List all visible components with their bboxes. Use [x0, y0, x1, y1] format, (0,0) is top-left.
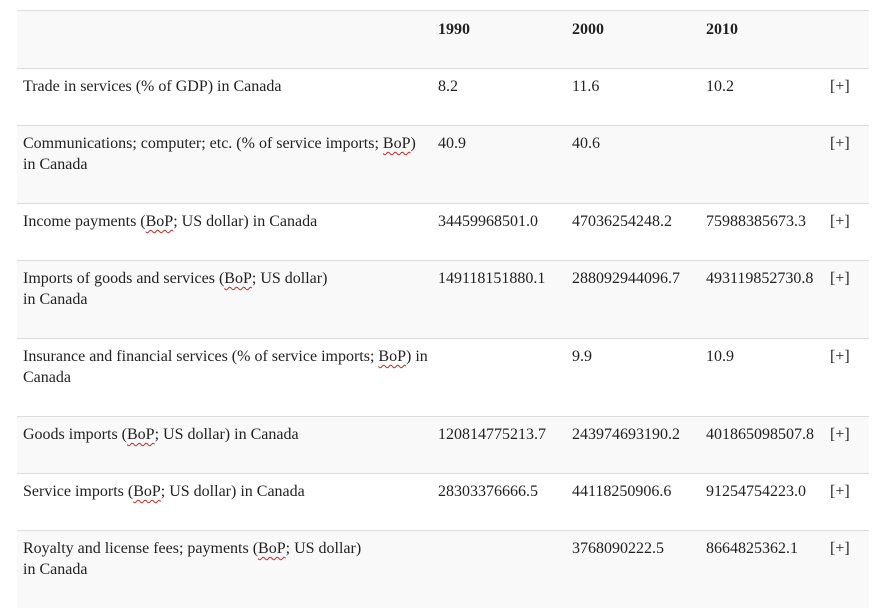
label-text: ; US dollar) in Canada	[155, 426, 299, 443]
value-2000: 243974693190.2	[566, 417, 700, 474]
expand-cell: [+]	[830, 339, 869, 417]
table-row: Income payments (BoP; US dollar) in Cana…	[17, 204, 869, 261]
value-2000: 9.9	[566, 339, 700, 417]
label-abbr: BoP	[258, 540, 286, 557]
row-label: Communications; computer; etc. (% of ser…	[17, 126, 432, 204]
indicator-table: 1990 2000 2010 Trade in services (% of G…	[17, 10, 869, 608]
table-row: Communications; computer; etc. (% of ser…	[17, 126, 869, 204]
table-row: Service imports (BoP; US dollar) in Cana…	[17, 474, 869, 531]
value-1990: 34459968501.0	[432, 204, 566, 261]
label-text: Goods imports (	[23, 426, 127, 443]
value-2000: 47036254248.2	[566, 204, 700, 261]
value-2010: 493119852730.8	[700, 261, 830, 339]
data-table-container: 1990 2000 2010 Trade in services (% of G…	[17, 10, 869, 608]
value-2010: 75988385673.3	[700, 204, 830, 261]
expand-cell: [+]	[830, 261, 869, 339]
value-2000: 3768090222.5	[566, 531, 700, 608]
expand-link[interactable]: [+]	[830, 213, 850, 230]
row-label: Insurance and financial services (% of s…	[17, 339, 432, 417]
value-1990: 149118151880.1	[432, 261, 566, 339]
label-abbr: BoP	[224, 270, 252, 287]
table-row: Royalty and license fees; payments (BoP;…	[17, 531, 869, 608]
label-text: Communications; computer; etc. (% of ser…	[23, 135, 383, 152]
expand-link[interactable]: [+]	[830, 426, 850, 443]
label-text: Trade in services (% of GDP) in Canada	[23, 78, 281, 95]
value-1990: 120814775213.7	[432, 417, 566, 474]
header-year-1990: 1990	[432, 11, 566, 69]
table-row: Goods imports (BoP; US dollar) in Canada…	[17, 417, 869, 474]
row-label: Royalty and license fees; payments (BoP;…	[17, 531, 432, 608]
value-1990: 8.2	[432, 69, 566, 126]
table-row: Insurance and financial services (% of s…	[17, 339, 869, 417]
label-text: Income payments (	[23, 213, 146, 230]
table-header-row: 1990 2000 2010	[17, 11, 869, 69]
value-2000: 288092944096.7	[566, 261, 700, 339]
row-label: Trade in services (% of GDP) in Canada	[17, 69, 432, 126]
value-2010: 10.2	[700, 69, 830, 126]
header-indicator	[17, 11, 432, 69]
expand-cell: [+]	[830, 531, 869, 608]
expand-cell: [+]	[830, 417, 869, 474]
table-row: Imports of goods and services (BoP; US d…	[17, 261, 869, 339]
label-abbr: BoP	[133, 483, 161, 500]
label-text: Service imports (	[23, 483, 133, 500]
label-text: ; US dollar) in Canada	[161, 483, 305, 500]
row-label: Service imports (BoP; US dollar) in Cana…	[17, 474, 432, 531]
value-2010: 10.9	[700, 339, 830, 417]
expand-link[interactable]: [+]	[830, 483, 850, 500]
value-2000: 11.6	[566, 69, 700, 126]
header-year-2000: 2000	[566, 11, 700, 69]
value-1990	[432, 531, 566, 608]
row-label: Imports of goods and services (BoP; US d…	[17, 261, 432, 339]
value-2000: 40.6	[566, 126, 700, 204]
value-1990: 40.9	[432, 126, 566, 204]
label-text: Royalty and license fees; payments (	[23, 540, 258, 557]
row-label: Goods imports (BoP; US dollar) in Canada	[17, 417, 432, 474]
expand-cell: [+]	[830, 69, 869, 126]
label-abbr: BoP	[383, 135, 411, 152]
expand-link[interactable]: [+]	[830, 540, 850, 557]
table-row: Trade in services (% of GDP) in Canada 8…	[17, 69, 869, 126]
label-text: Imports of goods and services (	[23, 270, 224, 287]
label-abbr: BoP	[378, 348, 406, 365]
value-2010	[700, 126, 830, 204]
expand-cell: [+]	[830, 204, 869, 261]
label-text: ; US dollar) in Canada	[173, 213, 317, 230]
value-2010: 91254754223.0	[700, 474, 830, 531]
value-1990: 28303376666.5	[432, 474, 566, 531]
row-label: Income payments (BoP; US dollar) in Cana…	[17, 204, 432, 261]
expand-link[interactable]: [+]	[830, 348, 850, 365]
value-2010: 8664825362.1	[700, 531, 830, 608]
header-expand	[830, 11, 869, 69]
expand-link[interactable]: [+]	[830, 270, 850, 287]
value-1990	[432, 339, 566, 417]
expand-link[interactable]: [+]	[830, 78, 850, 95]
value-2010: 401865098507.8	[700, 417, 830, 474]
label-abbr: BoP	[127, 426, 155, 443]
expand-cell: [+]	[830, 126, 869, 204]
header-year-2010: 2010	[700, 11, 830, 69]
label-abbr: BoP	[146, 213, 174, 230]
label-text: Insurance and financial services (% of s…	[23, 348, 378, 365]
expand-cell: [+]	[830, 474, 869, 531]
value-2000: 44118250906.6	[566, 474, 700, 531]
expand-link[interactable]: [+]	[830, 135, 850, 152]
